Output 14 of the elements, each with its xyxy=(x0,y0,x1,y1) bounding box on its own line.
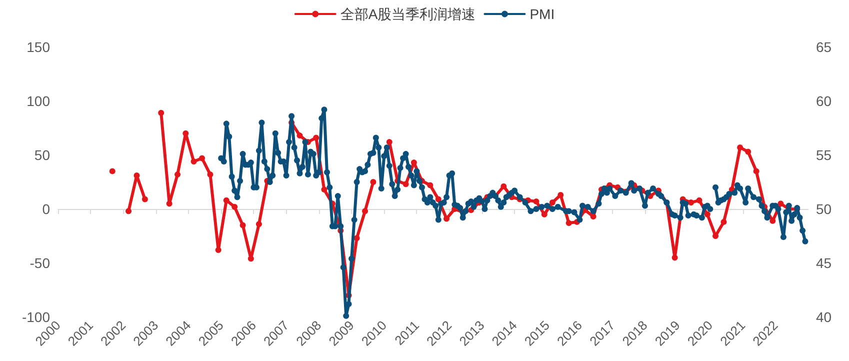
y2-tick-label: 55 xyxy=(816,147,832,163)
y-tick-label: 150 xyxy=(26,39,50,55)
y2-tick-label: 45 xyxy=(816,255,832,271)
y2-tick-label: 40 xyxy=(816,309,832,325)
y-tick-label: 100 xyxy=(26,93,50,109)
y2-tick-label: 50 xyxy=(816,201,832,217)
y-tick-label: 50 xyxy=(34,147,50,163)
legend-label: 全部A股当季利润增速 xyxy=(340,6,476,22)
legend-label: PMI xyxy=(530,6,555,22)
y2-tick-label: 65 xyxy=(816,39,832,55)
y2-tick-label: 60 xyxy=(816,93,832,109)
y-tick-label: 0 xyxy=(42,201,50,217)
y-tick-label: -50 xyxy=(30,255,50,271)
y-tick-label: -100 xyxy=(22,309,50,325)
